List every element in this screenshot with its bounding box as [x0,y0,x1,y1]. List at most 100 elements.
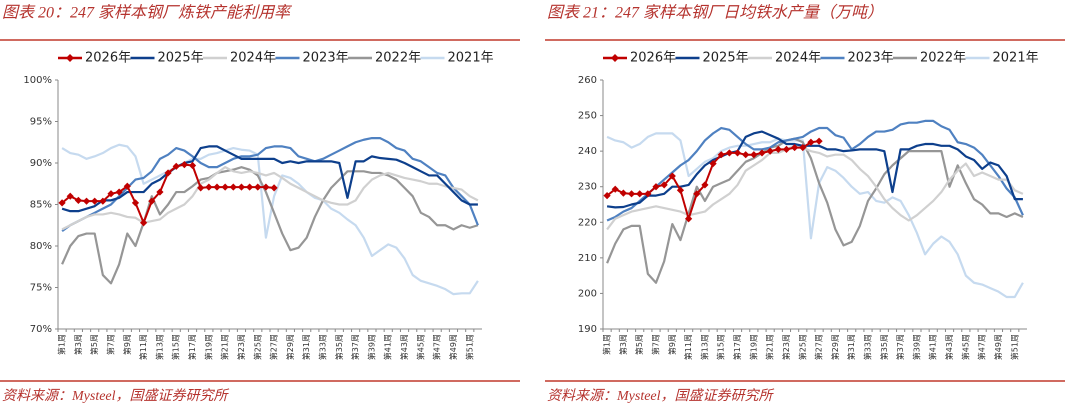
point-marker [685,215,693,223]
y-tick-label: 100% [23,75,52,86]
series-line [61,137,479,232]
y-tick-label: 70% [30,324,52,335]
x-tick-label: 第29周 [285,334,295,360]
series-line [606,132,1024,299]
point-marker [619,189,627,197]
series-line [61,166,479,285]
y-tick-label: 230 [578,182,597,193]
x-tick-label: 第13周 [699,334,709,360]
y-tick-label: 250 [578,111,597,122]
x-tick-label: 第51周 [1009,334,1019,360]
point-marker [270,184,278,192]
x-tick-label: 第31周 [846,334,856,360]
y-tick-label: 75% [30,283,52,294]
point-marker [603,192,611,200]
point-marker [750,151,758,159]
point-marker [791,143,799,152]
x-tick-label: 第47周 [432,334,442,360]
x-tick-label: 第23周 [236,334,246,360]
legend-label: 2023年 [848,51,894,66]
series-line [606,119,1024,222]
legend-label: 2024年 [230,51,276,66]
x-tick-label: 第39周 [911,334,921,360]
x-tick-label: 第1周 [602,334,612,355]
x-tick-label: 第27周 [814,334,824,360]
series-line [606,130,1023,209]
point-marker [246,183,254,191]
point-marker [156,188,164,196]
x-tick-label: 第19周 [748,334,758,360]
y-tick-label: 260 [578,75,597,86]
x-tick-label: 第45周 [415,334,425,360]
series-line [61,145,478,213]
x-tick-label: 第31周 [301,334,311,360]
point-marker [652,183,660,191]
x-tick-label: 第3周 [73,334,83,355]
point-marker [140,219,148,227]
x-tick-label: 第49周 [993,334,1003,360]
source-note: 资料来源：Mysteel，国盛证券研究所 [547,388,775,404]
point-marker [180,161,188,169]
point-marker [229,183,237,191]
point-marker [693,190,701,198]
legend-marker [611,54,619,62]
x-tick-label: 第9周 [667,334,677,355]
legend-label: 2025年 [158,51,204,66]
x-tick-label: 第19周 [203,334,213,360]
series-line [606,144,1024,231]
x-tick-label: 第17周 [732,334,742,360]
point-marker [221,183,229,191]
y-tick-label: 80% [30,241,52,252]
point-marker [115,188,123,196]
x-tick-label: 第45周 [960,334,970,360]
point-marker [733,149,742,157]
point-marker [636,190,644,198]
point-marker [148,197,156,205]
x-tick-label: 第41周 [928,334,938,360]
x-tick-label: 第33周 [863,334,873,360]
y-tick-label: 190 [578,324,597,335]
point-marker [611,185,619,193]
point-marker [66,192,74,200]
series-line [606,140,820,220]
y-tick-label: 90% [30,158,52,169]
point-marker [205,183,213,191]
x-tick-label: 第41周 [383,334,393,360]
y-tick-label: 200 [578,288,597,299]
point-marker [644,190,652,198]
y-tick-label: 240 [578,146,597,157]
x-tick-label: 第1周 [57,334,67,355]
point-marker [799,143,807,152]
x-tick-label: 第5周 [634,334,644,355]
x-tick-label: 第35周 [879,334,889,360]
legend-label: 2021年 [448,51,494,66]
x-tick-label: 第17周 [187,334,197,360]
point-marker [742,151,750,159]
point-marker [99,197,107,205]
source-note: 资料来源：Mysteel，国盛证券研究所 [2,388,230,404]
x-tick-label: 第47周 [977,334,987,360]
x-tick-label: 第13周 [154,334,164,360]
x-tick-label: 第23周 [781,334,791,360]
legend-label: 2025年 [703,51,749,66]
point-marker [58,199,66,207]
legend-label: 2024年 [775,51,821,66]
legend-marker [66,54,74,62]
x-tick-label: 第39周 [366,334,376,360]
x-tick-label: 第5周 [89,334,99,355]
point-marker [815,137,823,145]
point-marker [164,169,172,177]
chart-title: 图表 20：247 家样本钢厂炼铁产能利用率 [2,4,293,22]
x-tick-label: 第9周 [122,334,132,355]
chart-title: 图表 21：247 家样本钢厂日均铁水产量（万吨） [547,4,883,22]
point-marker [237,183,246,191]
legend-label: 2023年 [303,51,349,66]
chart-panel: 图表 20：247 家样本钢厂炼铁产能利用率资料来源：Mysteel，国盛证券研… [0,4,520,404]
point-marker [676,186,685,194]
point-marker [172,162,180,170]
x-tick-label: 第37周 [350,334,360,360]
x-tick-label: 第11周 [138,334,148,360]
series-line [61,143,479,296]
x-tick-label: 第25周 [797,334,807,360]
